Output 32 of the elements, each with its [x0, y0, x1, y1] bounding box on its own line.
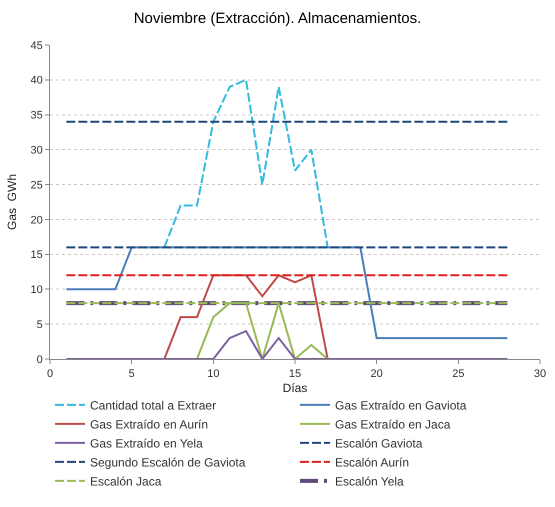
y-tick-label: 10: [30, 284, 43, 296]
x-tick-label: 5: [128, 368, 135, 380]
line-series: [163, 78, 329, 248]
y-tick-label: 20: [30, 214, 43, 226]
x-tick-label: 30: [534, 368, 546, 380]
x-axis-title: Días: [282, 381, 308, 396]
x-tick-label: 20: [370, 368, 383, 380]
legend-label: Escalón Gaviota: [335, 436, 423, 451]
y-tick-label: 40: [30, 74, 43, 87]
y-tick-label: 5: [36, 318, 43, 331]
y-axis-title: Gas GWh: [5, 174, 19, 230]
y-tick-label: 0: [36, 354, 43, 366]
x-tick-label: 15: [288, 368, 302, 380]
legend-label: Escalón Aurín: [335, 456, 410, 470]
y-tick-label: 30: [30, 144, 43, 157]
chart-title: Noviembre (Extracción). Almacenamientos.: [134, 10, 422, 28]
y-tick-label: 45: [30, 40, 43, 52]
y-tick-label: 25: [30, 179, 43, 192]
legend-label: Gas Extraído en Gaviota: [335, 398, 467, 413]
legend-label: Gas Extraído en Aurín: [90, 418, 208, 432]
legend-label: Gas Extraído en Yela: [90, 436, 204, 451]
x-tick-label: 10: [207, 368, 220, 380]
legend-label: Gas Extraído en Jaca: [335, 418, 451, 432]
legend-label: Escalón Jaca: [90, 474, 162, 489]
x-tick-label: 0: [46, 368, 54, 380]
legend-label: Segundo Escalón de Gaviota: [90, 456, 246, 470]
legend-label: Cantidad total a Extraer: [90, 398, 216, 413]
y-tick-label: 15: [30, 249, 43, 262]
y-tick-label: 35: [30, 110, 43, 122]
x-tick-label: 25: [452, 368, 464, 380]
legend-label: Escalón Yela: [335, 474, 404, 489]
line-series: [163, 274, 329, 359]
